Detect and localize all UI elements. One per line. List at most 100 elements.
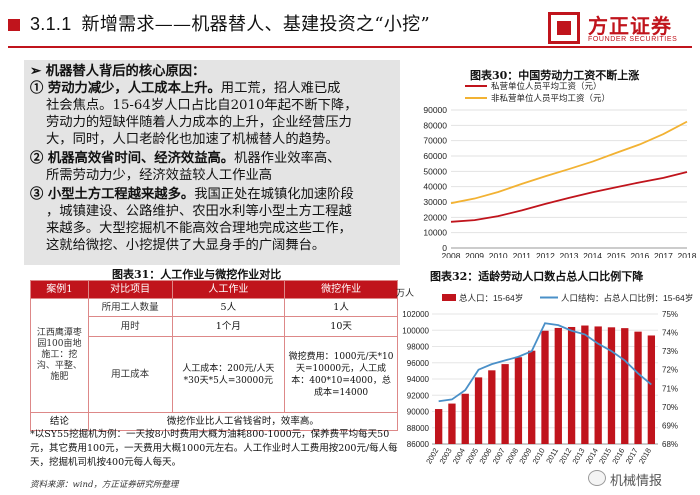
- table-header: 对比项目: [87, 280, 173, 299]
- table-header: 微挖作业: [284, 280, 398, 299]
- y-tick-label: 30000: [423, 197, 447, 207]
- table-cell: 用工成本: [87, 336, 173, 413]
- x-tick-label: 2004: [451, 447, 467, 466]
- y-tick-label: 10000: [423, 228, 447, 238]
- bar: [461, 393, 469, 444]
- reasons-panel: ➢ 机器替人背后的核心原因： ① 劳动力减少，人工成本上升。用工荒，招人难已成 …: [24, 60, 400, 265]
- x-tick-label: 2002: [424, 447, 440, 466]
- legend-label: 私营单位人员平均工资（元）: [491, 81, 602, 91]
- series-line: [450, 171, 688, 223]
- y-tick-label: 88000: [407, 424, 430, 433]
- x-tick-label: 2011: [513, 251, 532, 258]
- x-tick-label: 2014: [583, 251, 602, 258]
- company-logo: 方正证券 FOUNDER SECURITIES: [548, 10, 694, 46]
- y-tick-label: 60000: [423, 151, 447, 161]
- bar: [594, 326, 602, 444]
- panel-line: 来越多。大型挖掘机不能高效合理地完成这些工作，: [46, 221, 352, 236]
- panel-line: 大，同时，人口老龄化也加速了机械替人的趋势。: [46, 132, 339, 147]
- panel-line: ② 机器高效省时间、经济效益高。机器作业效率高、: [30, 151, 341, 166]
- x-tick-label: 2012: [557, 447, 573, 466]
- bar: [554, 327, 562, 444]
- conclusion-text: 微挖作业比人工省钱省时，效率高。: [87, 412, 399, 431]
- x-tick-label: 2018: [637, 447, 653, 466]
- table-note: *以SY55挖掘机为例：一天按8小时费用大概为油耗800-1000元，保养费平均…: [30, 429, 398, 468]
- x-tick-label: 2016: [630, 251, 649, 258]
- wechat-icon: [588, 470, 606, 486]
- table-cell: 微挖费用：1000元/天*10天=10000元，人工成本：400*10=4000…: [284, 336, 398, 413]
- section-number: 3.1.1: [30, 14, 72, 34]
- bar: [488, 370, 496, 444]
- legend-label: 人口结构：占总人口比例：15-64岁: [561, 293, 693, 303]
- y-tick-label: 94000: [407, 375, 430, 384]
- y-tick-label: 92000: [407, 391, 430, 400]
- table-header: 人工作业: [171, 280, 286, 299]
- panel-line: ，城镇建设、公路维护、农田水利等小型土方工程越: [46, 204, 352, 219]
- series-line: [450, 120, 688, 205]
- table-row: 结论 微挖作业比人工省钱省时，效率高。: [30, 412, 399, 431]
- y-tick-label: 96000: [407, 359, 430, 368]
- bar: [647, 335, 656, 444]
- bar: [528, 350, 536, 444]
- table-cell: 用时: [87, 316, 173, 337]
- panel-line: 社会焦点。15-64岁人口占比自2010年起不断下降，: [46, 98, 358, 113]
- bar: [621, 328, 629, 444]
- panel-line: ① 劳动力减少，人工成本上升。用工荒，招人难已成: [30, 81, 341, 96]
- ratio-line: [438, 322, 652, 403]
- chart-title: 图表32：适龄劳动人口数占总人口比例下降: [430, 270, 644, 283]
- x-tick-label: 2013: [560, 251, 579, 258]
- case-label: 江西鹰潭枣园100亩地施工：挖沟、平整、施肥: [30, 298, 89, 413]
- table-cell: 所用工人数量: [87, 298, 173, 317]
- y2-tick-label: 72%: [662, 366, 678, 375]
- y2-tick-label: 71%: [662, 384, 678, 393]
- table-cell: 人工成本：200元/人天*30天*5人=30000元: [171, 336, 286, 413]
- legend-swatch: [442, 294, 456, 301]
- y2-tick-label: 68%: [662, 440, 678, 449]
- page-title: 3.1.1 新增需求——机器替人、基建投资之“小挖”: [30, 10, 430, 36]
- logo-text-cn: 方正证券: [588, 14, 672, 38]
- y2-tick-label: 75%: [662, 310, 678, 319]
- x-tick-label: 2009: [517, 447, 533, 466]
- panel-line: 这就给微挖、小挖提供了大显身手的广阔舞台。: [46, 238, 326, 253]
- y-tick-label: 90000: [407, 408, 430, 417]
- legend-label: 总人口：15-64岁: [459, 293, 523, 303]
- bar: [434, 409, 443, 444]
- y-tick-label: 86000: [407, 440, 430, 449]
- x-tick-label: 2009: [465, 251, 484, 258]
- logo-text-en: FOUNDER SECURITIES: [588, 36, 678, 43]
- x-tick-label: 2010: [489, 251, 508, 258]
- table-cell: 1个月: [171, 316, 286, 337]
- bar: [514, 357, 523, 444]
- x-tick-label: 2014: [584, 447, 600, 466]
- table-header: 案例1: [30, 280, 89, 299]
- panel-line: ➢ 机器替人背后的核心原因：: [30, 64, 206, 79]
- y-tick-label: 90000: [423, 105, 447, 115]
- x-tick-label: 2015: [607, 251, 626, 258]
- bar: [474, 377, 483, 444]
- panel-line: ③ 小型土方工程越来越多。我国正处在城镇化加速阶段: [30, 187, 354, 202]
- x-tick-label: 2007: [491, 447, 507, 466]
- table-header-row: 案例1 对比项目 人工作业 微挖作业: [30, 280, 398, 299]
- x-tick-label: 2013: [570, 447, 586, 466]
- x-tick-label: 2006: [477, 447, 493, 466]
- wage-line-chart: 0 10000 20000 30000 40000 50000 60000 70000 8000…: [423, 81, 696, 258]
- source-note: 资料来源：wind，方正证券研究所整理: [30, 480, 179, 490]
- y2-tick-label: 70%: [662, 403, 678, 412]
- y-tick-label: 98000: [407, 343, 430, 352]
- table-cell: 10天: [284, 316, 398, 337]
- bar: [501, 364, 509, 444]
- x-tick-label: 2015: [597, 447, 613, 466]
- x-tick-label: 2017: [654, 251, 673, 258]
- x-tick-label: 2012: [536, 251, 555, 258]
- x-tick-label: 2010: [531, 447, 547, 466]
- y-tick-label: 70000: [423, 136, 447, 146]
- bar: [567, 326, 576, 444]
- population-bar-chart: 万人 86000 88000 90000 92000 94000 96000 98000 100…: [396, 288, 693, 466]
- y-tick-label: 0: [442, 243, 447, 253]
- comparison-table: 案例1 对比项目 人工作业 微挖作业 江西鹰潭枣园100亩地施工：挖沟、平整、施…: [30, 280, 399, 431]
- x-tick-label: 2017: [624, 447, 640, 466]
- table-cell: 1人: [284, 298, 398, 317]
- header-divider: [8, 46, 692, 48]
- table-row: 用时 1个月 10天: [31, 316, 398, 337]
- table-cell: 5人: [171, 298, 286, 317]
